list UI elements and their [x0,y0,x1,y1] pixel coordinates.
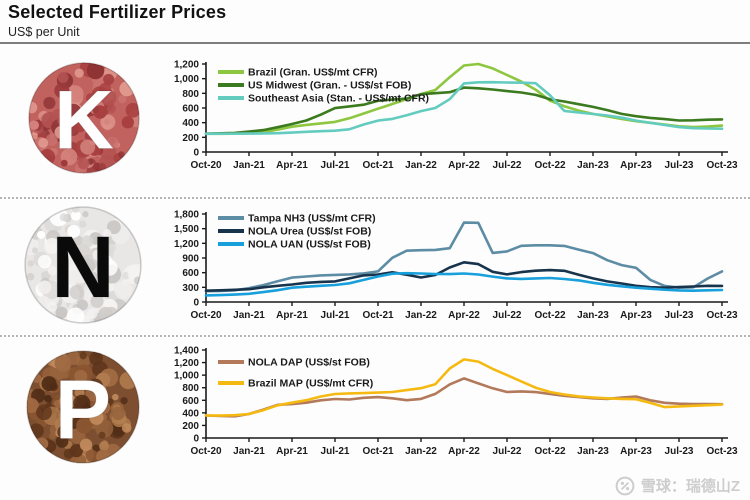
series-line-us-midwest-gran-us-st-fob- [204,86,724,135]
x-axis-label: Jul-23 [665,160,694,171]
legend-item: Southeast Asia (Stan. - US$/mt CFR) [248,93,429,105]
x-axis-label: Oct-21 [362,160,394,171]
x-axis-label: Apr-21 [276,310,308,321]
y-axis-label: 900 [182,254,199,265]
y-axis-label: 1,500 [174,224,199,235]
y-axis-label: 600 [182,396,199,407]
xueqiu-logo-icon [615,476,635,495]
panel-divider [0,197,750,199]
watermark-text: 雪球：瑞德山Z [640,478,740,495]
x-axis-label: Apr-23 [620,160,652,171]
header-divider [0,42,750,44]
x-axis-label: Jul-23 [665,446,694,457]
legend-item: NOLA UAN (US$/st FOB) [248,239,371,251]
y-axis-label: 1,400 [174,346,199,357]
x-axis-label: Jan-22 [405,310,437,321]
x-axis-label: Jul-21 [321,446,350,457]
x-axis-label: Jan-22 [405,446,437,457]
page-title: Selected Fertilizer Prices [8,2,227,22]
x-axis-label: Apr-23 [620,446,652,457]
x-axis-label: Jan-22 [405,160,437,171]
nitrogen-granules [25,207,141,323]
y-axis-label: 800 [182,89,199,100]
y-axis-label: 0 [193,434,199,445]
x-axis-label: Jan-21 [233,160,265,171]
series-line-brazil-map-us-mt-cfr- [204,358,724,417]
y-axis-label: 0 [193,148,199,159]
y-axis-label: 1,200 [174,358,199,369]
x-axis-label: Jul-21 [321,160,350,171]
y-axis-label: 200 [182,421,199,432]
legend-item: NOLA DAP (US$/st FOB) [248,357,370,369]
x-axis-label: Jul-22 [493,310,522,321]
watermark: 雪球：瑞德山Z [615,475,740,496]
legend-item: Brazil (Gran. US$/mt CFR) [248,67,378,79]
x-axis-label: Apr-22 [448,446,480,457]
x-axis-label: Oct-21 [362,446,394,457]
x-axis-label: Oct-22 [534,310,566,321]
x-axis-label: Oct-23 [706,310,738,321]
x-axis-label: Jan-23 [577,310,609,321]
y-axis-label: 600 [182,268,199,279]
x-axis-label: Jan-23 [577,446,609,457]
x-axis-label: Apr-21 [276,446,308,457]
x-axis-label: Oct-22 [534,160,566,171]
x-axis-label: Jul-22 [493,446,522,457]
y-axis-label: 600 [182,104,199,115]
x-axis-label: Apr-23 [620,310,652,321]
x-axis-label: Oct-20 [190,446,222,457]
series-line-southeast-asia-stan-us-mt-cfr- [204,80,724,136]
y-axis-label: 200 [182,133,199,144]
y-axis-label: 1,000 [174,74,199,85]
potash-letter: K [54,73,114,166]
x-axis-label: Jul-22 [493,160,522,171]
phosphate-p-image: P [24,348,142,466]
y-axis-label: 1,000 [174,371,199,382]
phosphate-letter: P [55,361,111,456]
x-axis-label: Apr-21 [276,160,308,171]
x-axis-label: Oct-21 [362,310,394,321]
x-axis-label: Oct-20 [190,160,222,171]
page-subtitle: US$ per Unit [8,25,80,39]
phosphate-price-chart: 0 200 400 600 800 1,000 1,200 1,400 Oct-20 Jan-21… [160,338,750,478]
y-axis-label: 800 [182,383,199,394]
y-axis-label: 1,800 [174,210,199,221]
x-axis-label: Apr-22 [448,310,480,321]
x-axis-label: Oct-23 [706,160,738,171]
x-axis-label: Oct-20 [190,310,222,321]
x-axis-label: Jul-23 [665,310,694,321]
potash-granules [28,62,140,174]
legend-item: US Midwest (Gran. - US$/st FOB) [248,80,411,92]
potash-price-chart: 0 200 400 600 800 1,000 1,200 Oct-20 Jan-21 Apr-2… [160,52,750,192]
series-line-nola-uan-us-st-fob- [204,271,724,297]
panel-divider [0,335,750,337]
legend-item: Brazil MAP (US$/mt CFR) [248,378,373,390]
y-axis-label: 400 [182,118,199,129]
nitrogen-price-chart: 0 300 600 900 1,200 1,500 1,800 Oct-20 Jan-21 Apr… [160,202,750,342]
nitrogen-n-image: N [22,204,144,326]
x-axis-label: Oct-22 [534,446,566,457]
phosphate-granules [26,350,140,464]
series-line-nola-urea-us-st-fob- [204,260,724,292]
legend-item: Tampa NH3 (US$/mt CFR) [248,213,376,225]
y-axis-label: 300 [182,283,199,294]
x-axis-label: Jan-23 [577,160,609,171]
potash-k-image: K [26,60,142,176]
series-line-tampa-nh3-us-mt-cfr- [204,221,724,293]
y-axis-label: 0 [193,298,199,309]
legend-item: NOLA Urea (US$/st FOB) [248,226,371,238]
series-line-nola-dap-us-st-fob- [204,377,724,418]
x-axis-label: Oct-23 [706,446,738,457]
y-axis-label: 1,200 [174,60,199,71]
y-axis-label: 400 [182,408,199,419]
y-axis-label: 1,200 [174,239,199,250]
nitrogen-letter: N [51,218,114,316]
x-axis-label: Jan-21 [233,446,265,457]
x-axis-label: Apr-22 [448,160,480,171]
x-axis-label: Jan-21 [233,310,265,321]
x-axis-label: Jul-21 [321,310,350,321]
